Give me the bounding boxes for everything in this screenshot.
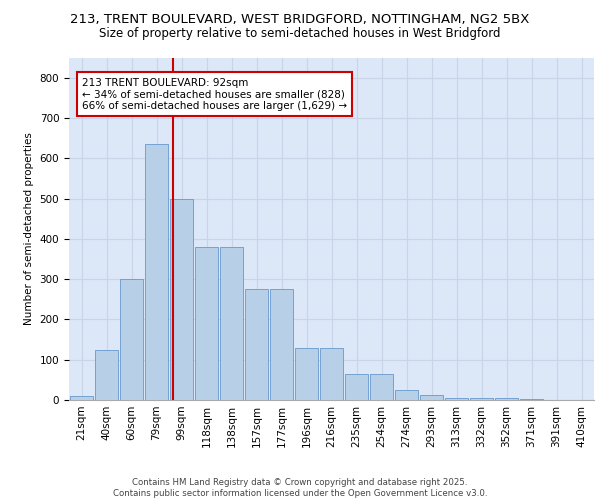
- Bar: [395, 390, 418, 400]
- Bar: [370, 374, 393, 400]
- Bar: [145, 144, 168, 400]
- Bar: [245, 289, 268, 400]
- Bar: [345, 374, 368, 400]
- Bar: [520, 399, 543, 400]
- Bar: [195, 247, 218, 400]
- Bar: [320, 348, 343, 400]
- Bar: [470, 398, 493, 400]
- Text: 213, TRENT BOULEVARD, WEST BRIDGFORD, NOTTINGHAM, NG2 5BX: 213, TRENT BOULEVARD, WEST BRIDGFORD, NO…: [70, 12, 530, 26]
- Bar: [420, 395, 443, 400]
- Bar: [95, 350, 118, 400]
- Bar: [295, 348, 318, 400]
- Bar: [70, 396, 93, 400]
- Text: Size of property relative to semi-detached houses in West Bridgford: Size of property relative to semi-detach…: [99, 28, 501, 40]
- Bar: [495, 398, 518, 400]
- Text: 213 TRENT BOULEVARD: 92sqm
← 34% of semi-detached houses are smaller (828)
66% o: 213 TRENT BOULEVARD: 92sqm ← 34% of semi…: [82, 78, 347, 111]
- Bar: [270, 289, 293, 400]
- Bar: [120, 279, 143, 400]
- Bar: [445, 398, 468, 400]
- Y-axis label: Number of semi-detached properties: Number of semi-detached properties: [24, 132, 34, 325]
- Bar: [220, 247, 243, 400]
- Text: Contains HM Land Registry data © Crown copyright and database right 2025.
Contai: Contains HM Land Registry data © Crown c…: [113, 478, 487, 498]
- Bar: [170, 198, 193, 400]
